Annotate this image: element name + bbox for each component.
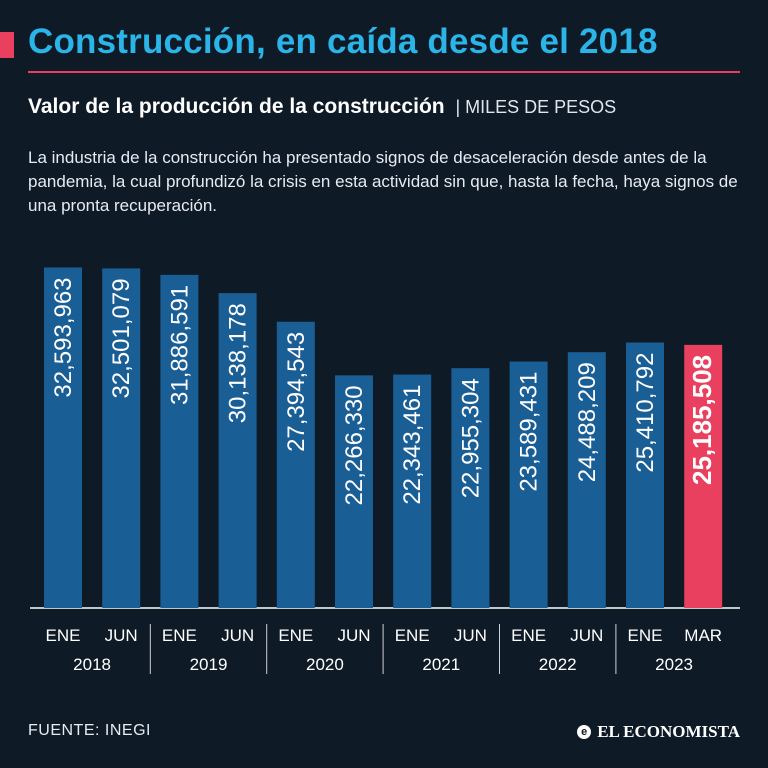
logo-text: EL ECONOMISTA bbox=[597, 722, 740, 741]
bar-9 bbox=[509, 361, 548, 608]
year-label-2023: 2023 bbox=[655, 655, 693, 674]
bar-10 bbox=[567, 352, 606, 608]
page-title: Construcción, en caída desde el 2018 bbox=[28, 22, 658, 61]
bar-value-label-11: 25,410,792 bbox=[632, 353, 659, 473]
month-label-5: ENE bbox=[278, 626, 313, 645]
year-label-2018: 2018 bbox=[73, 655, 111, 674]
bar-7 bbox=[393, 374, 432, 608]
month-label-12: MAR bbox=[684, 626, 722, 645]
chart-description: La industria de la construcción ha prese… bbox=[28, 148, 738, 215]
bar-value-label-4: 30,138,178 bbox=[225, 303, 252, 423]
month-label-3: ENE bbox=[162, 626, 197, 645]
bar-value-label-8: 22,955,304 bbox=[457, 378, 484, 498]
bar-2 bbox=[102, 268, 141, 608]
year-label-2021: 2021 bbox=[422, 655, 460, 674]
month-label-9: ENE bbox=[511, 626, 546, 645]
bar-12 bbox=[684, 344, 723, 608]
year-label-2022: 2022 bbox=[539, 655, 577, 674]
year-label-2019: 2019 bbox=[190, 655, 228, 674]
bar-6 bbox=[335, 375, 373, 608]
bar-value-label-2: 32,501,079 bbox=[108, 278, 135, 398]
subtitle-main: Valor de la producción de la construcció… bbox=[28, 95, 445, 118]
chart-subtitle: Valor de la producción de la construcció… bbox=[28, 95, 616, 119]
bar-value-label-1: 32,593,963 bbox=[50, 277, 77, 397]
bar-4 bbox=[218, 293, 257, 608]
bar-value-label-5: 27,394,543 bbox=[283, 332, 310, 452]
year-label-2020: 2020 bbox=[306, 655, 344, 674]
bar-8 bbox=[451, 368, 490, 608]
month-label-1: ENE bbox=[46, 626, 81, 645]
title-accent-bar bbox=[0, 32, 14, 58]
subtitle-separator: | bbox=[450, 97, 466, 117]
bar-value-label-7: 22,343,461 bbox=[399, 385, 426, 505]
bar-5 bbox=[276, 321, 315, 608]
month-label-4: JUN bbox=[221, 626, 254, 645]
month-label-2: JUN bbox=[105, 626, 138, 645]
month-label-10: JUN bbox=[570, 626, 603, 645]
month-label-6: JUN bbox=[337, 626, 370, 645]
month-label-11: ENE bbox=[628, 626, 663, 645]
subtitle-unit: MILES DE PESOS bbox=[465, 97, 617, 117]
publisher-logo: e EL ECONOMISTA bbox=[577, 722, 740, 742]
bar-11 bbox=[626, 342, 664, 608]
bar-value-label-12: 25,185,508 bbox=[687, 355, 717, 485]
month-label-8: JUN bbox=[454, 626, 487, 645]
month-label-7: ENE bbox=[395, 626, 430, 645]
bar-value-label-3: 31,886,591 bbox=[166, 285, 193, 405]
bar-value-label-10: 24,488,209 bbox=[574, 362, 601, 482]
bar-value-label-9: 23,589,431 bbox=[516, 372, 543, 492]
logo-icon: e bbox=[577, 725, 592, 739]
source-note: FUENTE: INEGI bbox=[28, 722, 151, 739]
bar-value-label-6: 22,266,330 bbox=[341, 385, 368, 505]
bar-3 bbox=[160, 274, 199, 608]
title-divider bbox=[28, 71, 740, 73]
bar-1 bbox=[44, 267, 82, 608]
